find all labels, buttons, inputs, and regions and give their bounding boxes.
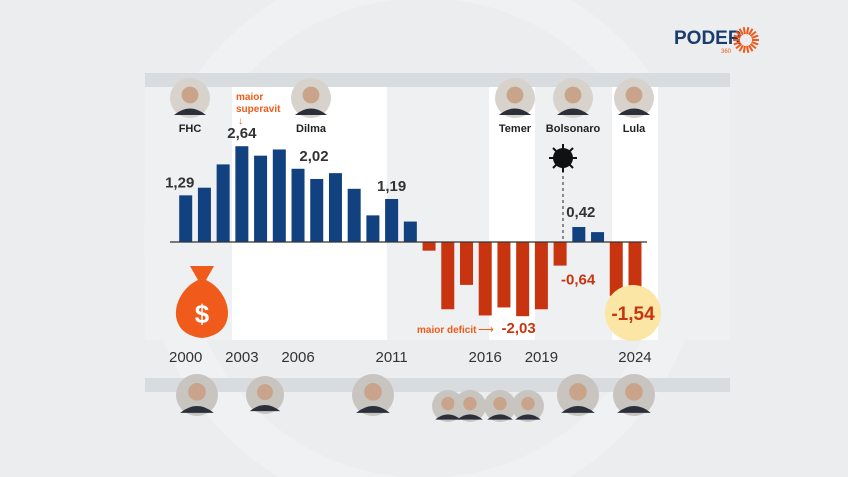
finance-minister-avatar [512,390,544,422]
bar-2006 [291,168,305,243]
logo-ray [748,28,754,36]
bar-2005 [272,149,286,243]
finance-minister-avatar [176,374,218,416]
data-label-2020: -0,64 [561,272,596,289]
virus-icon [549,144,577,240]
logo-ray [738,44,744,52]
bar-2019 [534,242,548,310]
finance-minister-avatar [557,374,599,416]
president-name: Lula [623,123,646,135]
logo-ray [742,27,746,35]
logo-ray [748,44,754,52]
avatar-lula [614,78,654,118]
data-label-2003: 2,64 [227,125,257,142]
tick-label-2000: 2000 [169,349,202,366]
logo-ray [746,45,750,53]
max-deficit-label: maior deficit [417,325,477,336]
avatar-fhc [170,78,210,118]
data-label-2018: -2,03 [502,320,536,337]
bar-2003 [235,146,249,243]
logo-ray [749,43,757,50]
bar-2009 [347,188,361,243]
arrow-down-icon: ↓ [238,116,243,127]
bar-2007 [310,178,324,243]
logo-ray [751,34,759,39]
finance-minister-avatar [246,376,284,414]
tick-label-2016: 2016 [469,349,502,366]
tick-label-2024: 2024 [618,349,651,366]
finance-minister-avatar [613,374,655,416]
bar-2010 [366,215,380,243]
logo-ray [738,28,744,36]
tick-label-2011: 2011 [375,349,407,366]
logo-ray [735,43,743,50]
data-label-2024: -1,54 [611,304,655,325]
bar-2017 [497,242,511,308]
max-surplus-label-1: maior [236,92,263,103]
max-surplus-label-2: superavit [236,104,281,115]
tick-label-2006: 2006 [281,349,314,366]
finance-minister-avatar [454,390,486,422]
logo-ray [749,30,757,37]
bar-2002 [216,164,230,243]
poder360-logo: PODER 360 [674,27,759,55]
data-label-2000: 1,29 [165,174,194,191]
bar-2016 [478,242,492,316]
president-name: Temer [499,123,532,135]
president-name: Dilma [296,123,327,135]
finance-minister-avatar [432,390,464,422]
logo-ray [751,41,759,46]
logo-sub: 360 [721,49,732,55]
highlight-circle [605,285,661,341]
avatar-bolsonaro [553,78,593,118]
bar-2004 [254,155,268,243]
bar-2021 [572,227,586,243]
bar-2023 [609,242,623,296]
bar-2015 [460,242,473,285]
bar-2011 [385,198,399,243]
avatar-dilma [291,78,331,118]
money-symbol: $ [195,299,210,329]
logo-ray [742,45,746,53]
avatar-temer [495,78,535,118]
logo-ray [733,34,741,39]
bar-2014 [441,242,455,310]
logo-text: PODER [674,28,742,49]
money-bag-icon: $ [175,266,229,338]
bar-2024 [628,242,642,299]
president-name: Bolsonaro [546,123,601,135]
bar-2020 [553,242,567,266]
bar-2001 [197,187,211,243]
bar-2013 [422,242,436,251]
bar-2008 [328,173,342,243]
tick-label-2019: 2019 [525,349,558,366]
bar-2012 [403,221,417,243]
finance-minister-avatar [484,390,516,422]
data-label-2006: 2,02 [299,148,328,165]
president-name: FHC [179,123,202,135]
finance-minister-avatar [352,374,394,416]
logo-ray [735,30,743,37]
data-label-2011: 1,19 [377,178,406,195]
tick-label-2003: 2003 [225,349,258,366]
logo-ray [746,27,750,35]
bar-2000 [179,195,193,243]
logo-ray [733,41,741,46]
arrow-right-icon: ⟶ [478,324,494,336]
bar-2018 [516,242,530,317]
bar-2022 [591,232,605,243]
data-label-2021: 0,42 [566,204,595,221]
